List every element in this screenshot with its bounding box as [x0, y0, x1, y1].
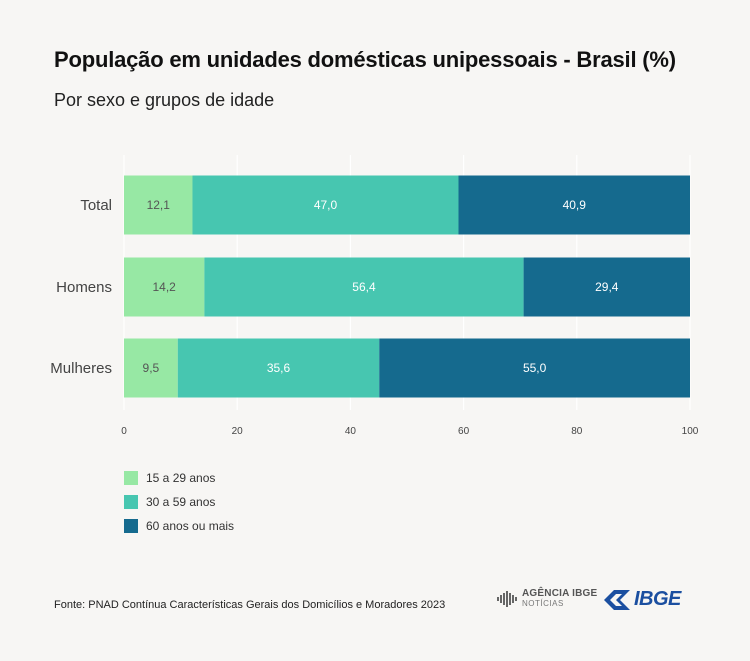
category-label: Homens [56, 279, 112, 296]
bar-segment [124, 257, 205, 317]
legend-swatch [124, 519, 138, 533]
ibge-logo: IBGE [604, 588, 681, 611]
chart-title: População em unidades domésticas unipess… [54, 47, 676, 72]
data-label: 35,6 [267, 361, 291, 375]
ibge-mark-icon [604, 589, 630, 610]
agencia-title: AGÊNCIA IBGE [522, 588, 598, 599]
legend-swatch [124, 495, 138, 509]
stacked-bar-chart: 12,1 47,0 40,9 Total 14,2 56,4 29,4 Homens 9,5 35… [50, 155, 699, 437]
bar-segment [458, 175, 690, 235]
legend-label: 15 a 29 anos [146, 471, 216, 485]
data-label: 40,9 [563, 198, 587, 212]
legend-item: 60 anos ou mais [124, 518, 234, 534]
bar-segment [192, 175, 459, 235]
legend-label: 30 a 59 anos [146, 495, 216, 509]
x-tick-label: 80 [571, 426, 583, 437]
category-label: Mulheres [50, 360, 112, 377]
bar-segment [124, 338, 178, 398]
x-tick-label: 60 [458, 426, 470, 437]
legend-item: 15 a 29 anos [124, 470, 234, 486]
data-label: 12,1 [147, 198, 171, 212]
legend-item: 30 a 59 anos [124, 494, 234, 510]
data-label: 56,4 [352, 280, 376, 294]
bar-segment [379, 338, 690, 398]
x-tick-label: 100 [682, 426, 699, 437]
bar-segment [204, 257, 524, 317]
bar-segment [523, 257, 690, 317]
x-tick-label: 0 [121, 426, 127, 437]
bar-segment [177, 338, 380, 398]
data-label: 55,0 [523, 361, 547, 375]
agencia-subtitle: NOTÍCIAS [522, 599, 564, 608]
x-tick-label: 20 [232, 426, 244, 437]
category-label: Total [80, 197, 112, 214]
legend-swatch [124, 471, 138, 485]
legend: 15 a 29 anos 30 a 59 anos 60 anos ou mai… [124, 470, 234, 542]
data-label: 47,0 [314, 198, 338, 212]
data-label: 9,5 [143, 361, 160, 375]
data-label: 14,2 [153, 280, 177, 294]
source-note: Fonte: PNAD Contínua Características Ger… [54, 599, 446, 611]
x-tick-label: 40 [345, 426, 357, 437]
agencia-ibge-logo: AGÊNCIA IBGE NOTÍCIAS [497, 589, 597, 609]
agencia-mark-icon [497, 591, 517, 607]
data-label: 29,4 [595, 280, 619, 294]
chart-subtitle: Por sexo e grupos de idade [54, 90, 275, 110]
ibge-wordmark: IBGE [634, 588, 681, 610]
legend-label: 60 anos ou mais [146, 519, 235, 533]
bar-segment [124, 175, 193, 235]
